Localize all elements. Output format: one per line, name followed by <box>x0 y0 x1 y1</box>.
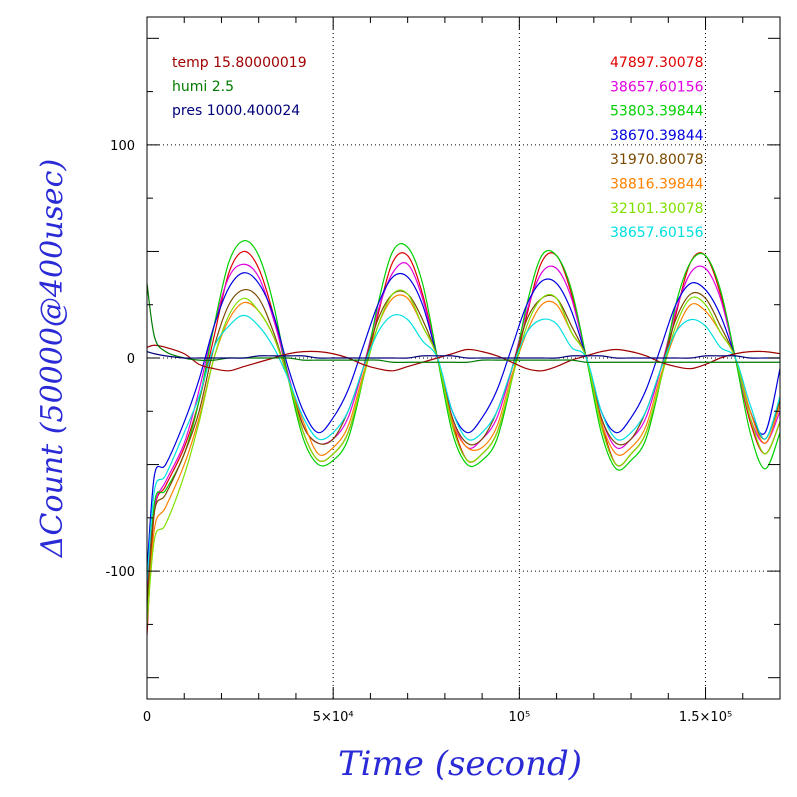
series-legend-entry: 38670.39844 <box>610 128 704 144</box>
y-axis-title: ΔCount (50000@400usec) <box>35 159 70 558</box>
x-axis-title: Time (second) <box>338 744 582 784</box>
series-line <box>147 288 780 604</box>
ticks <box>146 17 781 699</box>
y-tick-label: 0 <box>127 352 135 367</box>
series-lines <box>147 240 780 636</box>
legend: temp 15.80000019 humi 2.5 pres 1000.400024… <box>172 55 704 241</box>
series-legend-entry: 38657.60156 <box>610 79 704 95</box>
series-legend-entry: 38816.39844 <box>610 177 704 193</box>
series-line <box>147 289 780 625</box>
x-tick-label: 5×10⁴ <box>313 710 354 725</box>
series-legend-entry: 53803.39844 <box>610 104 704 120</box>
env-legend-entry: temp 15.80000019 <box>172 55 307 71</box>
series-line <box>147 351 780 359</box>
series-line <box>147 272 780 572</box>
x-tick-label: 0 <box>143 710 151 725</box>
y-tick-label: 100 <box>110 139 135 154</box>
x-tick-label: 10⁵ <box>508 710 530 725</box>
tick-labels: 0 5×10⁴ 10⁵ 1.5×10⁵ -100 0 100 <box>105 139 732 725</box>
series-line <box>147 344 780 372</box>
series-legend-entry: 38657.60156 <box>610 225 704 241</box>
y-tick-label: -100 <box>105 565 135 580</box>
series-line <box>147 240 780 614</box>
env-legend-entry: humi 2.5 <box>172 79 234 95</box>
series-legend-entry: 47897.30078 <box>610 55 704 71</box>
env-legend-entry: pres 1000.400024 <box>172 103 300 119</box>
x-tick-label: 1.5×10⁵ <box>679 710 732 725</box>
series-line <box>147 313 780 582</box>
series-legend-entry: 32101.30078 <box>610 201 704 217</box>
series-line <box>147 294 780 625</box>
series-legend-entry: 31970.80078 <box>610 152 704 168</box>
